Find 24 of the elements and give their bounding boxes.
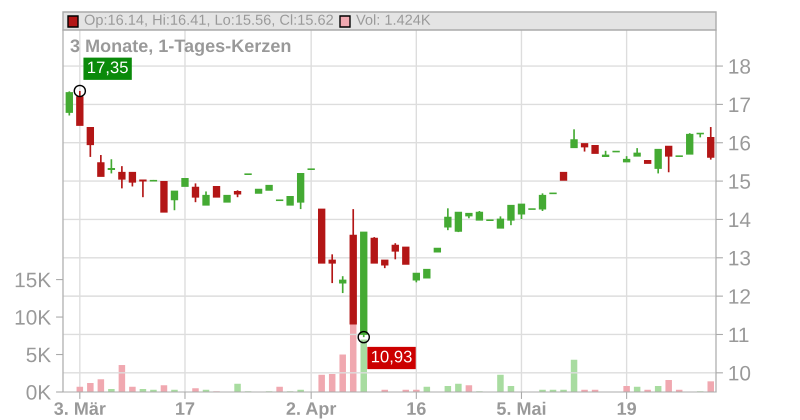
annotation: 10,93 — [372, 350, 412, 364]
y2-tick-label: 10K — [16, 310, 51, 325]
x-tick-label: 19 — [618, 402, 636, 415]
text: Op:16.14, Hi:16.41, Lo:15.56, Cl:15.62 — [84, 14, 333, 28]
y-tick-label: 13 — [729, 250, 750, 266]
y-tick-label: 18 — [729, 59, 750, 74]
y-tick-label: 16 — [729, 136, 750, 150]
x-tick-label: 2. Apr — [286, 402, 336, 419]
y2-tick-label: 5K — [26, 348, 51, 362]
y-tick-label: 10 — [729, 366, 750, 381]
y2-tick-label: 0K — [26, 385, 51, 400]
annotation: 17,35 — [88, 61, 128, 76]
y-tick-label: 15 — [729, 174, 750, 189]
y-tick-label: 11 — [729, 328, 748, 342]
y-tick-label: 12 — [729, 289, 750, 304]
y2-tick-label: 15K — [16, 272, 51, 288]
y-tick-label: 14 — [729, 212, 750, 227]
x-tick-label: 3. Mär — [54, 402, 106, 416]
x-tick-label: 17 — [176, 402, 194, 415]
x-tick-label: 5. Mai — [496, 402, 546, 415]
y-tick-label: 17 — [729, 98, 750, 112]
x-tick-label: 16 — [407, 402, 426, 415]
text: Vol: 1.424K — [356, 14, 430, 25]
chart-title: 3 Monate, 1-Tages-Kerzen — [70, 39, 290, 56]
